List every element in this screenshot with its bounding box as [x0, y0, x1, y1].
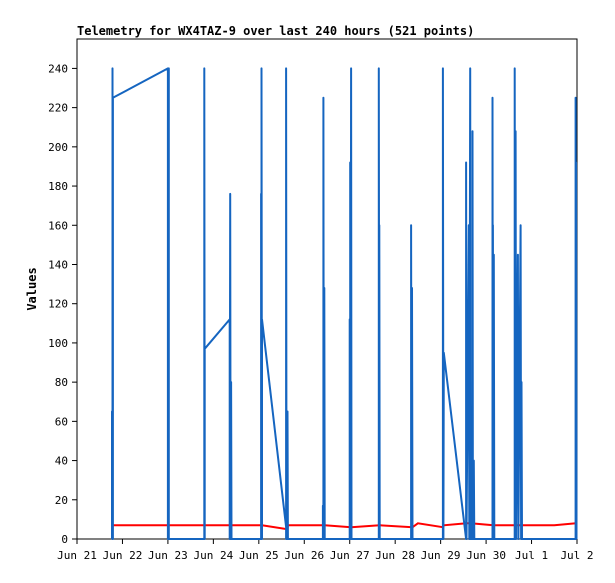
y-axis: 0 20 40 60 80 100 120 140 160 180 200 220 240 — [48, 62, 77, 546]
series-line-1 — [111, 67, 578, 540]
x-tick-label: Jun 29 — [421, 549, 461, 562]
x-axis: Jun 21 Jun 22 Jun 23 Jun 24 Jun 25 Jun 26 Jun … — [57, 539, 594, 562]
series-layer — [111, 67, 578, 540]
y-tick-label: 0 — [61, 533, 68, 546]
y-tick-label: 20 — [55, 494, 68, 507]
y-tick-label: 180 — [48, 180, 68, 193]
y-tick-label: 120 — [48, 298, 68, 311]
y-tick-label: 220 — [48, 102, 68, 115]
y-tick-label: 160 — [48, 219, 68, 232]
y-tick-label: 240 — [48, 62, 68, 75]
series-line-red — [112, 522, 577, 531]
x-tick-label: Jul 2 — [560, 549, 593, 562]
y-tick-label: 100 — [48, 337, 68, 350]
x-tick-label: Jun 24 — [193, 549, 233, 562]
y-tick-label: 80 — [55, 376, 68, 389]
plot-frame — [76, 38, 578, 540]
x-tick-label: Jun 28 — [375, 549, 415, 562]
y-tick-label: 60 — [55, 415, 68, 428]
chart-title: Telemetry for WX4TAZ-9 over last 240 hou… — [77, 24, 474, 38]
x-tick-label: Jul 1 — [515, 549, 548, 562]
x-tick-label: Jun 23 — [148, 549, 188, 562]
x-tick-label: Jun 22 — [103, 549, 143, 562]
x-tick-label: Jun 21 — [57, 549, 97, 562]
y-tick-label: 200 — [48, 141, 68, 154]
x-tick-label: Jun 27 — [330, 549, 370, 562]
y-tick-label: 40 — [55, 455, 68, 468]
x-tick-label: Jun 30 — [466, 549, 506, 562]
x-tick-label: Jun 26 — [284, 549, 324, 562]
x-tick-label: Jun 25 — [239, 549, 279, 562]
y-tick-label: 140 — [48, 258, 68, 271]
y-axis-label: Values — [25, 267, 39, 310]
